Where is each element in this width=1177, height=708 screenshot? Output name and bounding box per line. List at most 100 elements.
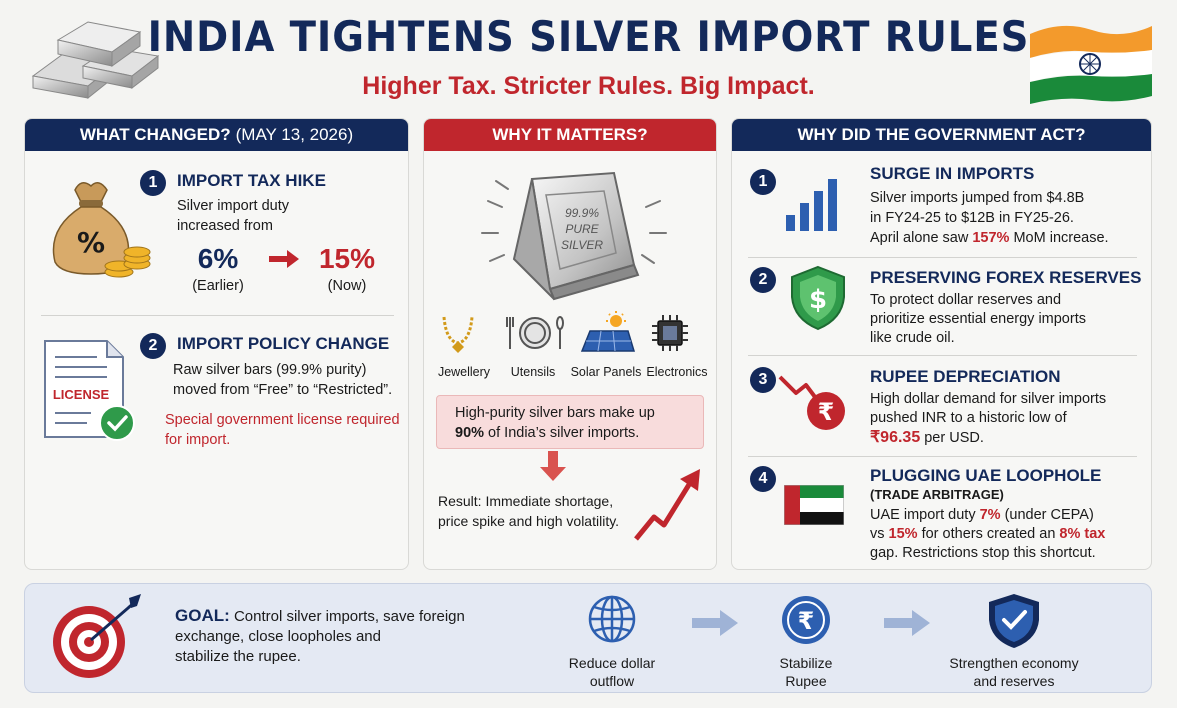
item-number-badge: 3 xyxy=(750,367,776,393)
globe-icon xyxy=(587,594,637,649)
bar-pure-text: PURE xyxy=(565,222,599,236)
rupee-text-3b: per USD. xyxy=(920,430,984,446)
why-government-act-heading: WHY DID THE GOVERNMENT ACT? xyxy=(732,119,1151,151)
why-it-matters-panel: WHY IT MATTERS? 99.9% PURE SILVER xyxy=(423,118,717,570)
rupee-text-1: High dollar demand for silver imports xyxy=(870,391,1107,407)
rupee-symbol: ₹ xyxy=(818,398,835,426)
old-duty-label: (Earlier) xyxy=(192,278,244,294)
import-policy-change-title: IMPORT POLICY CHANGE xyxy=(177,334,390,353)
money-bag-icon: % xyxy=(41,174,151,279)
item-number-badge: 4 xyxy=(750,466,776,492)
microchip-icon xyxy=(650,313,690,353)
use-label-utensils: Utensils xyxy=(510,365,556,379)
bar-silver-text: SILVER xyxy=(561,238,603,252)
goal-line-3: stabilize the rupee. xyxy=(175,648,301,665)
callout-rest: of India’s silver imports. xyxy=(484,425,640,441)
forex-text-2: prioritize essential energy imports xyxy=(870,311,1086,327)
flow-step-2-line-2: Rupee xyxy=(785,673,827,689)
flow-arrow-icon xyxy=(690,608,740,643)
utensils-icon xyxy=(506,315,564,351)
silver-bars-icon xyxy=(28,14,163,104)
result-line-1: Result: Immediate shortage, xyxy=(438,493,614,509)
goal-line-2: exchange, close loopholes and xyxy=(175,628,381,645)
old-duty-value: 6% xyxy=(197,243,239,274)
tax-gap-value: 8% tax xyxy=(1059,526,1106,542)
bar-chart-icon xyxy=(784,177,846,238)
uae-text-3: gap. Restrictions stop this shortcut. xyxy=(870,545,1096,561)
rupee-text-3: ₹96.35 per USD. xyxy=(870,428,984,448)
license-note-1: Special government license required xyxy=(165,412,400,428)
flow-step-strengthen-economy: Strengthen economy and reserves xyxy=(929,654,1099,690)
license-note-2: for import. xyxy=(165,432,231,448)
page-title: INDIA TIGHTENS SILVER IMPORT RULES xyxy=(147,12,1030,61)
arrow-down-icon xyxy=(538,451,568,488)
why-government-act-panel: WHY DID THE GOVERNMENT ACT? 1 SURGE IN I… xyxy=(731,118,1152,570)
policy-text-1: Raw silver bars (99.9% purity) xyxy=(173,362,367,378)
percent-symbol: % xyxy=(77,226,105,259)
uae-text-2c: for others created an xyxy=(917,526,1060,542)
goal-line-1: Control silver imports, save foreign xyxy=(229,608,465,625)
section-divider xyxy=(748,456,1137,457)
item-number-badge: 1 xyxy=(140,170,166,196)
what-changed-heading: WHAT CHANGED? (MAY 13, 2026) xyxy=(25,119,408,151)
section-divider xyxy=(748,257,1137,258)
uae-text-2a: vs xyxy=(870,526,889,542)
uae-text-1a: UAE import duty xyxy=(870,507,980,523)
rupee-coin-icon: ₹ xyxy=(780,594,832,651)
uae-duty-value: 7% xyxy=(979,507,1001,523)
flow-step-1-line-1: Reduce dollar xyxy=(568,655,656,671)
dollar-symbol: $ xyxy=(809,285,827,315)
item-number-badge: 1 xyxy=(750,169,776,195)
license-document-icon: LICENSE xyxy=(41,337,141,447)
necklace-icon xyxy=(438,313,478,353)
rising-arrow-icon xyxy=(634,465,706,548)
use-label-solar-panels: Solar Panels xyxy=(570,365,642,379)
uae-text-1c: (under CEPA) xyxy=(1000,507,1094,523)
surge-in-imports-title: SURGE IN IMPORTS xyxy=(870,164,1035,183)
flow-step-stabilize-rupee: Stabilize Rupee xyxy=(756,654,856,690)
surge-text-2: in FY24-25 to $12B in FY25-26. xyxy=(870,210,1074,226)
tax-hike-text-2: increased from xyxy=(177,218,273,234)
what-changed-title: WHAT CHANGED? xyxy=(79,125,231,144)
rupee-text-2: pushed INR to a historic low of xyxy=(870,410,1067,426)
arrow-right-icon xyxy=(267,249,301,274)
dollar-shield-icon: $ xyxy=(788,265,848,336)
uae-loophole-title: PLUGGING UAE LOOPHOLE xyxy=(870,466,1102,485)
what-changed-panel: WHAT CHANGED? (MAY 13, 2026) % 1 IMPORT … xyxy=(24,118,409,570)
goal-bar: GOAL: Control silver imports, save forei… xyxy=(24,583,1152,693)
callout-line-2: 90% of India’s silver imports. xyxy=(455,424,639,443)
flow-arrow-icon xyxy=(882,608,932,643)
item-number-badge: 2 xyxy=(140,333,166,359)
policy-text-2: moved from “Free” to “Restricted”. xyxy=(173,382,393,398)
bar-purity-text: 99.9% xyxy=(565,206,599,220)
flow-step-1-line-2: outflow xyxy=(589,673,635,689)
preserving-forex-title: PRESERVING FOREX RESERVES xyxy=(870,268,1142,287)
purity-callout: High-purity silver bars make up 90% of I… xyxy=(436,395,704,449)
new-duty-value: 15% xyxy=(318,243,376,274)
goal-label: GOAL: xyxy=(175,606,230,625)
trade-arbitrage-subtitle: (TRADE ARBITRAGE) xyxy=(870,487,1004,502)
tax-hike-text-1: Silver import duty xyxy=(177,198,290,214)
page-subtitle: Higher Tax. Stricter Rules. Big Impact. xyxy=(362,72,815,100)
solar-panel-icon xyxy=(580,311,636,353)
import-tax-hike-title: IMPORT TAX HIKE xyxy=(177,171,326,190)
uae-text-2: vs 15% for others created an 8% tax xyxy=(870,525,1105,544)
uae-text-1: UAE import duty 7% (under CEPA) xyxy=(870,506,1094,525)
mom-increase-value: 157% xyxy=(972,230,1010,246)
why-it-matters-heading: WHY IT MATTERS? xyxy=(424,119,716,151)
uae-flag-icon xyxy=(783,484,845,530)
item-number-badge: 2 xyxy=(750,267,776,293)
section-divider xyxy=(41,315,394,316)
shield-check-icon xyxy=(987,592,1041,655)
rupee-decline-icon: ₹ xyxy=(778,371,854,442)
inr-rate-value: ₹96.35 xyxy=(870,429,921,446)
others-duty-value: 15% xyxy=(888,526,918,542)
surge-text-1: Silver imports jumped from $4.8B xyxy=(870,190,1085,206)
callout-percent: 90% xyxy=(455,425,485,441)
callout-line-1: High-purity silver bars make up xyxy=(455,405,655,421)
use-label-electronics: Electronics xyxy=(646,365,708,379)
surge-text-3c: MoM increase. xyxy=(1009,230,1109,246)
what-changed-date: (MAY 13, 2026) xyxy=(235,125,354,144)
surge-text-3: April alone saw 157% MoM increase. xyxy=(870,229,1109,248)
surge-text-3a: April alone saw xyxy=(870,230,973,246)
